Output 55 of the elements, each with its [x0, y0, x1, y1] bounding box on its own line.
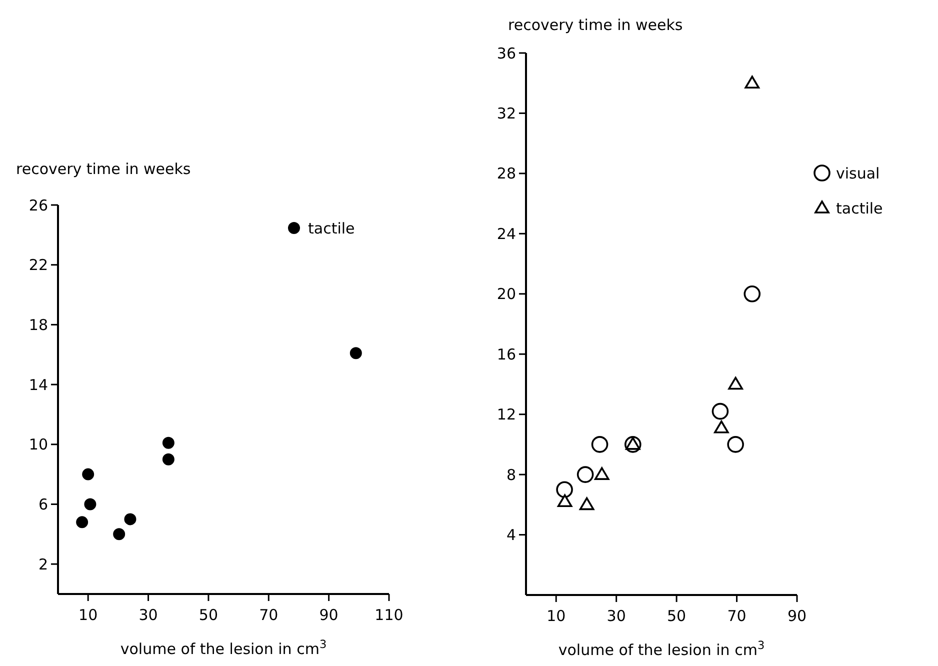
y-tick-label: 14: [28, 376, 48, 394]
point: [591, 436, 608, 453]
y-tick-label: 4: [506, 526, 516, 544]
x-tick-label: 30: [138, 606, 158, 624]
x-axis-title: volume of the lesion in cm$^{3}$: [120, 638, 327, 658]
x-tick-label: 70: [259, 606, 278, 624]
y-tick-label: 36: [496, 44, 516, 62]
point: [576, 466, 594, 483]
point: [124, 513, 136, 526]
point: [82, 468, 94, 480]
point: [76, 516, 88, 528]
x-axis-title: volume of the lesion in cm$^{3}$: [558, 638, 765, 659]
point: [579, 497, 594, 510]
point: [712, 402, 729, 420]
point: [350, 347, 362, 360]
point: [744, 285, 761, 302]
x-tick-label: 110: [374, 606, 404, 624]
point: [625, 437, 640, 450]
y-tick-label: 20: [496, 285, 516, 304]
point: [162, 453, 174, 466]
x-tick-label: 10: [546, 607, 566, 625]
point: [594, 467, 610, 480]
y-tick-label: 8: [506, 466, 516, 484]
x-tick-label: 90: [787, 607, 807, 625]
point: [84, 498, 96, 510]
y-tick-label: 28: [496, 164, 516, 183]
y-axis-title: recovery time in weeks: [16, 160, 191, 178]
y-tick-label: 16: [496, 345, 516, 364]
point: [714, 420, 729, 434]
x-tick-label: 10: [78, 606, 98, 624]
y-tick-label: 10: [28, 436, 48, 454]
x-tick-label: 70: [727, 607, 746, 625]
point: [556, 481, 573, 498]
x-tick-label: 50: [667, 607, 686, 625]
y-axis-title: recovery time in weeks: [508, 16, 683, 34]
point: [113, 528, 126, 540]
y-tick-label: 2: [38, 555, 48, 574]
point: [744, 76, 760, 89]
y-tick-label: 22: [28, 256, 48, 274]
y-tick-label: 26: [28, 196, 48, 214]
point: [728, 376, 743, 390]
x-tick-label: 50: [198, 606, 218, 624]
x-tick-label: 30: [606, 607, 626, 625]
legend-label: tactile: [308, 219, 355, 238]
y-tick-label: 12: [496, 406, 516, 424]
point: [557, 494, 572, 508]
y-tick-label: 32: [496, 104, 516, 122]
x-tick-label: 90: [319, 606, 338, 624]
legend-label: visual: [836, 164, 880, 182]
y-tick-label: 18: [28, 316, 48, 334]
y-tick-label: 6: [38, 495, 48, 514]
point: [727, 436, 744, 453]
point: [162, 436, 174, 449]
legend-label: tactile: [836, 199, 883, 218]
y-tick-label: 24: [496, 224, 516, 243]
